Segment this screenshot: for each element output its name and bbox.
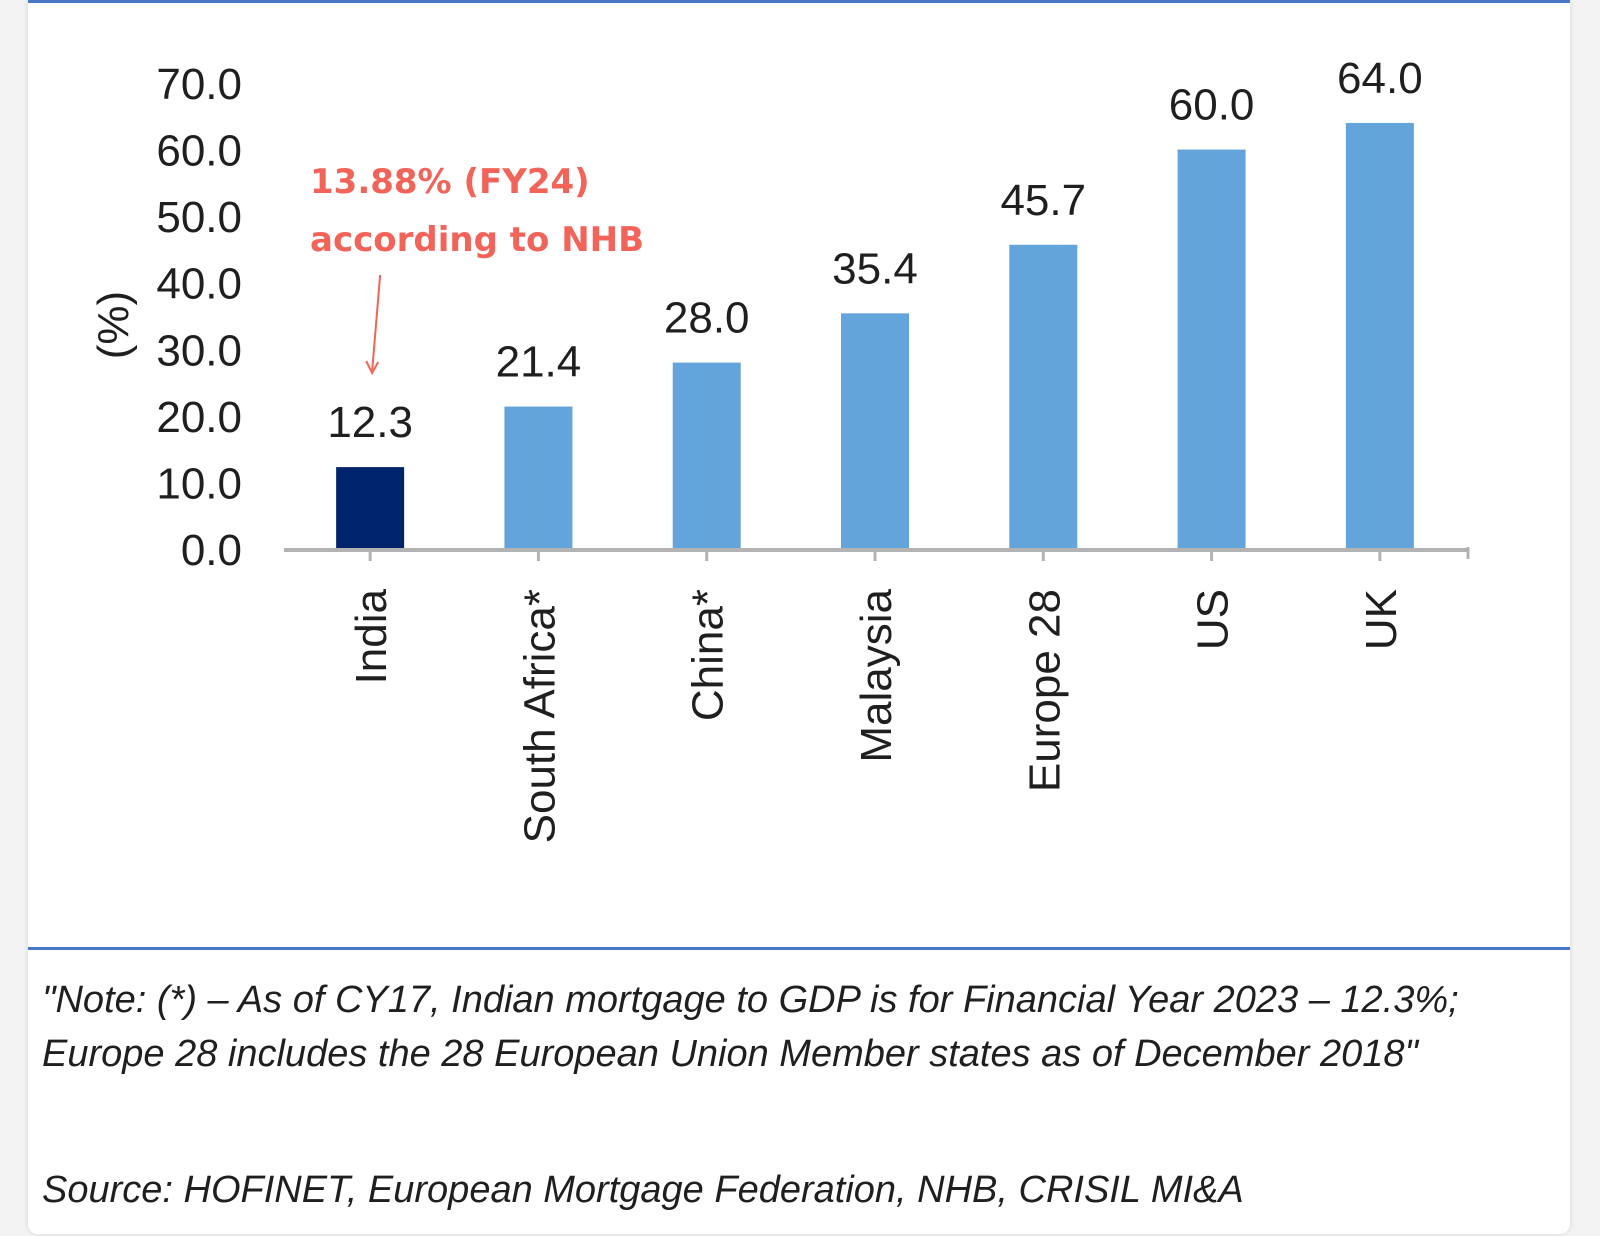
chart-note: "Note: (*) – As of CY17, Indian mortgage…: [42, 979, 1459, 1075]
bar-india: [336, 467, 405, 549]
annotation-line-1: 13.88% (FY24): [310, 162, 590, 202]
bar-uk: [1345, 122, 1414, 549]
value-labels: 12.3 21.4 28.0 35.4 45.7 60.0 64.0: [327, 54, 1422, 447]
category-label: Malaysia: [852, 588, 901, 762]
bar-south-africa: [504, 406, 573, 549]
annotation: 13.88% (FY24) according to NHB: [310, 162, 644, 376]
value-label: 60.0: [1169, 81, 1255, 130]
y-tick-label: 70.0: [156, 60, 242, 109]
bar-chart: (%) 0.0 10.0 20.0 30.0 40.0 50.0 60.0 70.0 12.3…: [89, 54, 1470, 843]
y-axis-label: (%): [89, 291, 138, 359]
category-labels: India South Africa* China* Malaysia Europe 2…: [347, 588, 1406, 843]
annotation-arrowhead: [365, 360, 380, 376]
y-tick-label: 0.0: [181, 526, 242, 575]
value-label: 12.3: [327, 398, 413, 447]
chart-card: (%) 0.0 10.0 20.0 30.0 40.0 50.0 60.0 70.0 12.3…: [28, 0, 1570, 1234]
y-tick-label: 40.0: [156, 260, 242, 309]
y-tick-label: 60.0: [156, 127, 242, 176]
bar-china: [672, 362, 741, 549]
bars: [336, 122, 1414, 550]
y-tick-label: 10.0: [156, 459, 242, 508]
x-axis: [284, 547, 1470, 561]
value-label: 28.0: [664, 294, 750, 343]
y-axis-ticks: 0.0 10.0 20.0 30.0 40.0 50.0 60.0 70.0: [156, 60, 242, 575]
bar-europe-28: [1009, 244, 1078, 550]
bar-us: [1177, 149, 1246, 550]
category-label: Europe 28: [1020, 589, 1069, 792]
annotation-line-2: according to NHB: [310, 220, 644, 260]
chart-source: Source: HOFINET, European Mortgage Feder…: [42, 1169, 1244, 1211]
value-label: 45.7: [1000, 176, 1086, 225]
divider: [28, 947, 1570, 950]
value-label: 64.0: [1337, 54, 1423, 103]
value-label: 21.4: [496, 338, 582, 387]
y-tick-label: 20.0: [156, 393, 242, 442]
bar-malaysia: [841, 313, 909, 549]
y-tick-label: 50.0: [156, 193, 242, 242]
category-label: South Africa*: [515, 589, 564, 843]
value-label: 35.4: [832, 244, 918, 293]
y-tick-label: 30.0: [156, 326, 242, 375]
category-label: India: [347, 588, 396, 684]
category-label: US: [1189, 589, 1238, 650]
category-label: China*: [684, 589, 733, 721]
category-label: UK: [1357, 589, 1406, 650]
annotation-arrow: [371, 274, 382, 372]
